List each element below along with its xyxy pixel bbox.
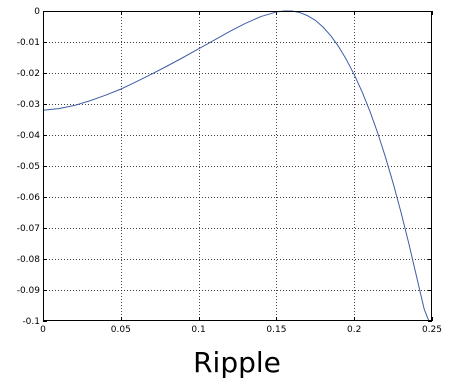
y-tick-label: -0.03 — [17, 100, 40, 110]
x-tick-label: 0.15 — [266, 325, 286, 335]
x-tick-label: 0.05 — [111, 325, 131, 335]
y-tick-label: -0.07 — [17, 224, 40, 234]
y-tick-label: -0.08 — [17, 255, 41, 265]
x-tick-label: 0 — [40, 325, 46, 335]
x-tick-label: 0.1 — [191, 325, 205, 335]
plot-frame — [43, 11, 432, 321]
y-tick-label: -0.1 — [22, 317, 40, 327]
x-tick-labels: 0 0.05 0.1 0.15 0.2 0.25 — [40, 325, 442, 335]
y-tick-label: -0.05 — [17, 162, 40, 172]
x-tick-label: 0.2 — [347, 325, 361, 335]
y-tick-label: -0.06 — [17, 193, 41, 203]
y-tick-label: -0.02 — [17, 69, 40, 79]
plot-area — [43, 11, 432, 321]
y-tick-label: 0 — [34, 7, 40, 17]
y-tick-labels: 0 -0.01 -0.02 -0.03 -0.04 -0.05 -0.06 -0.07 -0.0… — [17, 7, 41, 327]
chart-caption: Ripple — [193, 346, 281, 379]
y-tick-label: -0.04 — [17, 131, 41, 141]
y-tick-label: -0.09 — [17, 286, 41, 296]
x-tick-label: 0.25 — [422, 325, 442, 335]
y-tick-label: -0.01 — [17, 38, 40, 48]
